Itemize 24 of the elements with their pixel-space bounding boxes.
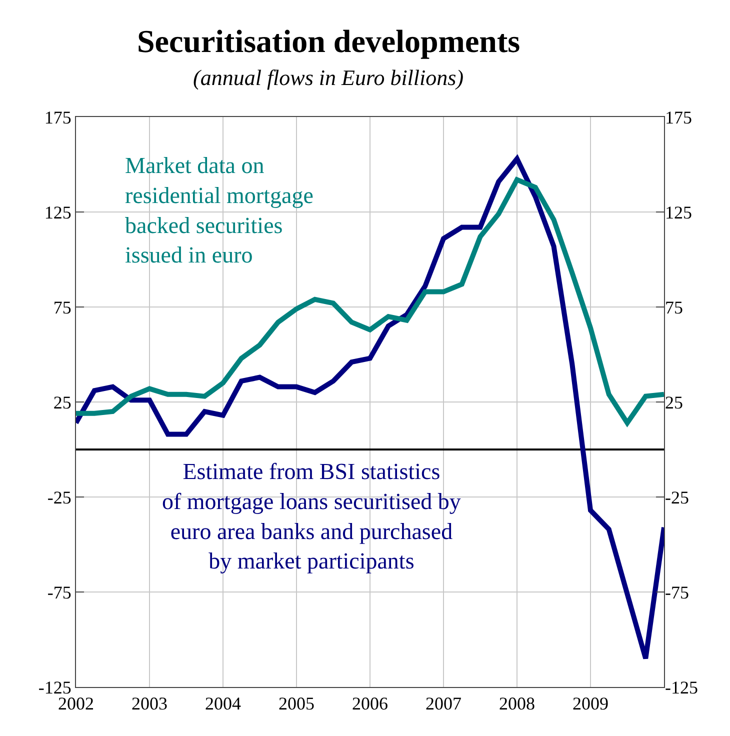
x-tick-label: 2008: [499, 694, 535, 714]
y-tick-label: 175: [44, 107, 72, 128]
annotation: Estimate from BSI statistics of mortgage loans securitised by euro area banks and purchased by market participants: [162, 459, 462, 574]
y2-tick-label: -25: [665, 487, 689, 508]
y2-tick-label: -75: [665, 582, 689, 602]
x-tick-label: 2006: [352, 694, 388, 714]
annotation: Market data on residential mortgage backed securities issued in euro: [125, 153, 314, 268]
x-tick-label: 2005: [278, 694, 314, 714]
y2-tick-label: 175: [665, 107, 692, 128]
y-tick-label: 75: [53, 297, 72, 318]
chart-title: Securitisation developments: [136, 22, 520, 59]
x-tick-label: 2004: [205, 694, 241, 714]
y2-tick-label: 125: [665, 202, 692, 222]
y-tick-label: -25: [47, 487, 72, 508]
x-tick-label: 2007: [426, 694, 462, 714]
x-tick-label: 2003: [132, 694, 168, 714]
y-tick-label: 25: [53, 392, 72, 412]
y-tick-label: 125: [44, 202, 72, 222]
y-tick-label: -75: [47, 582, 72, 602]
chart-subtitle: (annual flows in Euro billions): [193, 65, 464, 90]
y2-tick-label: 75: [665, 297, 683, 318]
x-tick-label: 2009: [572, 694, 608, 714]
y2-tick-label: 25: [665, 392, 683, 412]
y2-tick-label: -125: [665, 677, 698, 698]
